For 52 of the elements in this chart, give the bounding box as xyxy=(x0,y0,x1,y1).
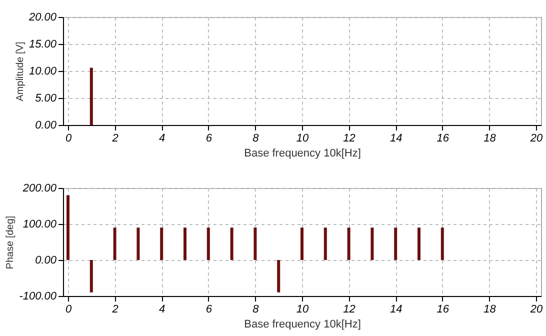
x-tick-label: 20 xyxy=(529,132,544,144)
x-tick-label: 14 xyxy=(390,304,402,316)
bar xyxy=(230,228,234,260)
y-axis-title: Amplitude [V] xyxy=(14,42,26,102)
y-tick-label: 15.00 xyxy=(28,38,58,50)
x-tick-label: 20 xyxy=(529,304,544,316)
x-tick-label: 8 xyxy=(252,132,260,144)
bar xyxy=(300,228,304,260)
x-tick-label: 10 xyxy=(296,132,310,144)
y-tick-label: 0.00 xyxy=(35,254,58,266)
bar xyxy=(370,228,374,260)
bar xyxy=(90,260,93,292)
bar xyxy=(160,228,164,260)
bar xyxy=(206,228,210,260)
bar xyxy=(277,260,280,292)
bar xyxy=(66,195,70,260)
x-tick-label: 16 xyxy=(436,304,450,316)
bar xyxy=(324,228,327,260)
bar xyxy=(394,228,398,260)
bar xyxy=(254,228,257,260)
x-tick-label: 0 xyxy=(65,132,72,144)
x-tick-label: 8 xyxy=(252,304,260,316)
y-tick-label: 5.00 xyxy=(35,92,58,104)
x-tick-label: 18 xyxy=(484,304,497,316)
x-tick-label: 2 xyxy=(111,304,118,316)
x-tick-label: 0 xyxy=(65,304,72,316)
y-axis-title: Phase [deg] xyxy=(5,216,16,270)
x-tick-label: 10 xyxy=(296,304,310,316)
y-tick-label: 10.00 xyxy=(28,66,58,78)
x-tick-label: 18 xyxy=(484,132,497,144)
y-tick-label: 20.00 xyxy=(28,12,58,24)
y-tick-label: 200.00 xyxy=(22,182,58,194)
bar xyxy=(418,228,420,260)
x-tick-label: 12 xyxy=(343,304,356,316)
x-tick-label: 4 xyxy=(159,132,166,144)
x-axis-title: Base frequency 10k[Hz] xyxy=(244,318,361,330)
x-tick-label: 6 xyxy=(206,132,213,144)
y-tick-label: -100.00 xyxy=(19,290,58,302)
bar xyxy=(440,228,444,260)
bar xyxy=(347,228,350,260)
x-tick-label: 12 xyxy=(343,132,356,144)
x-tick-label: 16 xyxy=(436,132,450,144)
bar xyxy=(136,228,140,260)
x-tick-label: 14 xyxy=(390,132,402,144)
x-tick-label: 2 xyxy=(111,132,118,144)
x-tick-label: 6 xyxy=(206,304,213,316)
y-tick-label: 0.00 xyxy=(35,120,58,132)
x-axis-title: Base frequency 10k[Hz] xyxy=(244,148,361,160)
bar xyxy=(184,228,186,260)
y-tick-label: 100.00 xyxy=(22,218,58,230)
x-tick-label: 4 xyxy=(159,304,166,316)
bar xyxy=(113,228,116,260)
